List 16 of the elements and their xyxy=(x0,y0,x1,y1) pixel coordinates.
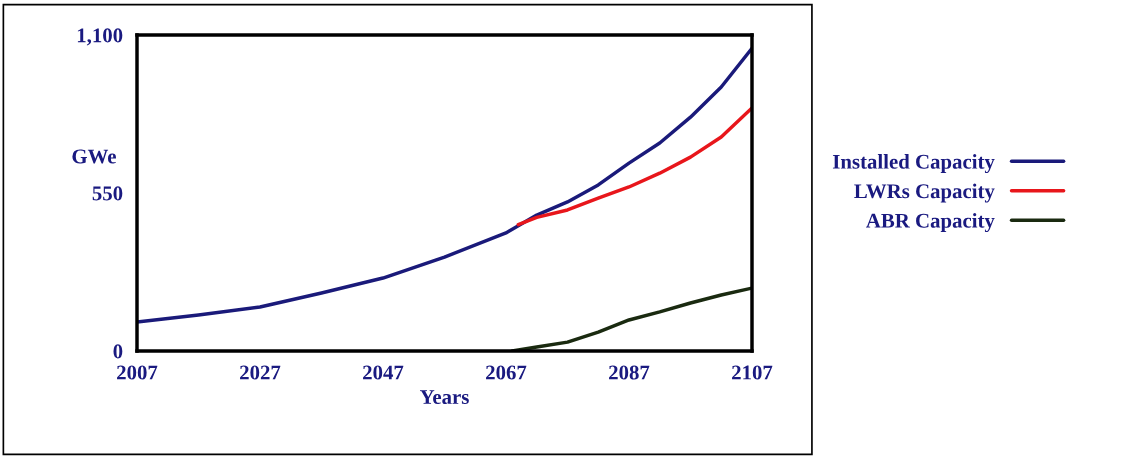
y-tick-label: 1,100 xyxy=(77,28,123,46)
x-tick-label: 2067 xyxy=(486,365,527,380)
x-tick-label: 2047 xyxy=(363,365,404,380)
y-tick-label: 0 xyxy=(113,344,123,359)
line-series xyxy=(137,46,752,324)
x-tick-label: 2107 xyxy=(732,365,773,380)
legend-label: Installed Capacity xyxy=(832,154,995,174)
legend-label: LWRs Capacity xyxy=(854,183,995,203)
x-tick-label: 2027 xyxy=(240,365,281,380)
x-tick-label: 2007 xyxy=(117,365,158,380)
line-series xyxy=(516,106,752,227)
x-tick-label: 2087 xyxy=(609,365,650,380)
x-axis-title: Years xyxy=(419,390,469,404)
y-axis-title: GWe xyxy=(72,149,116,164)
legend-label: ABR Capacity xyxy=(866,213,995,233)
y-tick-label: 550 xyxy=(92,186,123,201)
